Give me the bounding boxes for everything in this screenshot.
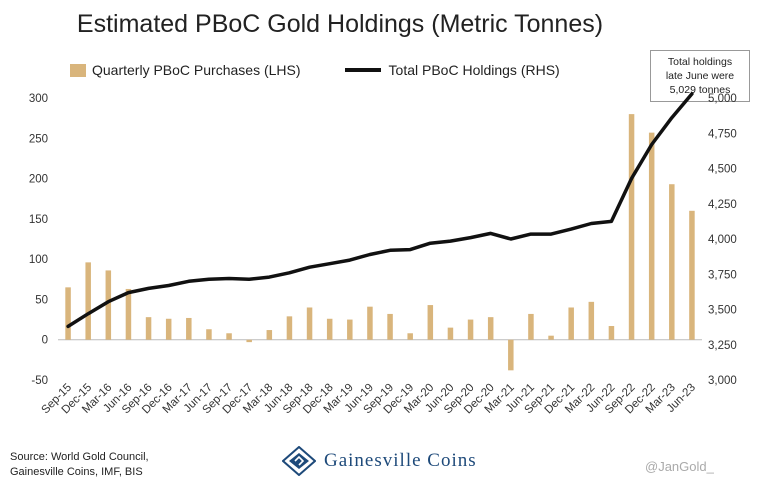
bar [286, 316, 293, 340]
legend: Quarterly PBoC Purchases (LHS) Total PBo… [70, 62, 560, 78]
bar [246, 339, 252, 343]
bar [347, 319, 353, 340]
bar [266, 330, 273, 340]
legend-line-label: Total PBoC Holdings (RHS) [388, 62, 560, 78]
bar [427, 305, 434, 340]
bar [447, 327, 454, 340]
y-right-tick-label: 3,750 [708, 269, 737, 281]
annotation-line-2: late June were [665, 70, 735, 82]
bar [165, 318, 172, 340]
brand-name: Gainesville Coins [324, 450, 477, 471]
bar [689, 210, 695, 340]
y-left-tick-label: 50 [35, 294, 48, 306]
source-note: Source: World Gold Council, Gainesville … [10, 450, 149, 480]
y-right-tick-label: 5,000 [708, 93, 737, 105]
y-left-tick-label: 250 [29, 133, 48, 145]
bar [528, 313, 534, 340]
y-right-tick-label: 4,250 [708, 199, 737, 211]
legend-bar-label: Quarterly PBoC Purchases (LHS) [92, 62, 301, 78]
bar [306, 307, 313, 340]
y-left-tick-label: 300 [29, 93, 48, 105]
brand-logo: Gainesville Coins [282, 446, 477, 476]
bar [206, 329, 212, 340]
legend-line-swatch [344, 68, 381, 72]
source-line-2: Gainesville Coins, IMF, BIS [10, 466, 143, 478]
y-right-tick-label: 3,500 [708, 305, 737, 317]
bar [226, 333, 232, 340]
annotation-line-1: Total holdings [667, 56, 733, 68]
annotation-line-3: 5,029 tonnes [669, 84, 731, 96]
bar [588, 301, 595, 340]
author-handle: @JanGold_ [645, 459, 714, 474]
y-right-tick-label: 4,750 [708, 128, 737, 140]
annotation-box: Total holdings late June were 5,029 tonn… [650, 50, 750, 102]
bar [105, 270, 112, 340]
brand-mark-icon [282, 446, 316, 476]
bar [487, 317, 494, 340]
bar [508, 339, 514, 371]
bar [65, 287, 71, 340]
bar [125, 288, 132, 340]
bar [186, 317, 192, 340]
bar [608, 326, 615, 340]
y-right-tick-label: 3,000 [708, 375, 737, 387]
bar [367, 306, 373, 340]
bar [568, 307, 574, 340]
source-line-1: Source: World Gold Council, [10, 451, 149, 463]
bar [145, 317, 152, 340]
bar [648, 132, 655, 340]
y-right-tick-label: 3,250 [708, 340, 737, 352]
bar [467, 319, 474, 340]
chart-title: Estimated PBoC Gold Holdings (Metric Ton… [76, 10, 604, 38]
chart-plot: 300 250 200 150 100 50 0 -50 5,000 4,750 4,500 4,25… [29, 92, 737, 416]
holdings-line [66, 92, 694, 329]
bar [548, 335, 554, 340]
bar [387, 313, 393, 340]
bar [85, 262, 91, 340]
y-right-tick-label: 4,500 [708, 164, 737, 176]
bar [326, 318, 333, 340]
y-left-tick-label: 150 [29, 214, 48, 226]
y-right-tick-label: 4,000 [708, 234, 737, 246]
bar [669, 184, 675, 340]
y-left-tick-label: 200 [29, 174, 48, 186]
bar [407, 333, 413, 340]
y-left-tick-label: 0 [42, 335, 48, 347]
y-left-tick-label: 100 [29, 254, 48, 266]
bar [628, 114, 635, 340]
legend-bar-swatch [70, 63, 86, 77]
y-left-tick-label: -50 [31, 375, 48, 387]
